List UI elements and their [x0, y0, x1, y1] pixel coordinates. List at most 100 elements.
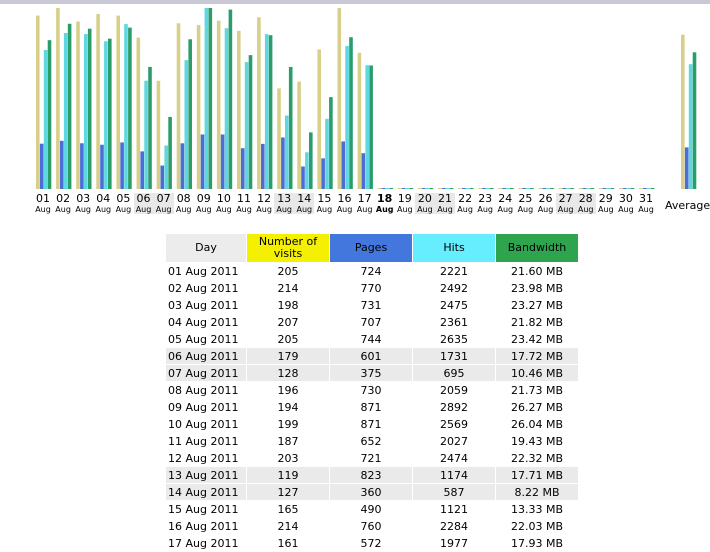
bandwidth-bar: [650, 188, 655, 189]
day-label: 16 Aug: [335, 193, 355, 214]
hits-bar: [586, 188, 591, 189]
cell-pages: 744: [330, 331, 412, 348]
visits-bar: [578, 188, 583, 189]
pages-bar: [582, 188, 587, 189]
cell-visits: 127: [247, 484, 329, 501]
pages-bar: [381, 188, 386, 189]
cell-hits: 1977: [413, 535, 495, 552]
cell-pages: 731: [330, 297, 412, 314]
day-label: 07 Aug: [153, 192, 174, 214]
day-label: 27 Aug: [555, 193, 576, 214]
day-label: 31 Aug: [636, 193, 656, 214]
cell-hits: 2221: [413, 263, 495, 280]
cell-visits: 207: [247, 314, 329, 331]
day-label: 06 Aug: [133, 193, 154, 214]
day-number: 29: [598, 192, 613, 205]
cell-hits: 695: [413, 365, 495, 382]
day-label: 21 Aug: [435, 193, 455, 214]
day-label: 26 Aug: [536, 193, 556, 214]
cell-pages: 871: [330, 416, 412, 433]
day-month: Aug: [75, 205, 91, 214]
day-number: 21: [438, 192, 452, 205]
cell-day: 03 Aug 2011: [166, 297, 246, 314]
bandwidth-bar: [248, 55, 253, 190]
bandwidth-bar: [570, 188, 574, 189]
day-number: 09: [196, 192, 211, 205]
day-month: Aug: [135, 205, 152, 214]
bandwidth-bar: [168, 116, 172, 189]
cell-bandwidth: 13.33 MB: [496, 501, 578, 518]
day-number: 15: [317, 192, 332, 205]
table-row: 01 Aug 2011 205 724 2221 21.60 MB: [166, 263, 578, 280]
day-month: Aug: [276, 205, 292, 214]
cell-pages: 707: [330, 314, 412, 331]
pages-bar: [421, 188, 426, 189]
table-row: 04 Aug 2011 207 707 2361 21.82 MB: [166, 314, 578, 331]
cell-bandwidth: 21.73 MB: [496, 382, 578, 399]
bandwidth-bar: [268, 35, 273, 189]
pages-bar: [502, 188, 506, 189]
pages-bar: [100, 144, 104, 189]
pages-bar: [341, 141, 345, 189]
cell-day: 11 Aug 2011: [166, 433, 246, 450]
pages-bar: [140, 151, 144, 189]
visits-bar: [397, 188, 402, 189]
bandwidth-bar: [288, 66, 293, 189]
hits-bar: [305, 152, 309, 189]
day-label: 30 Aug: [616, 193, 636, 214]
visits-bar: [478, 188, 482, 189]
cell-hits: 2361: [413, 314, 495, 331]
day-month: Aug: [537, 205, 554, 214]
hits-bar: [264, 34, 269, 189]
day-label: 29 Aug: [596, 193, 616, 214]
day-label: 14 Aug: [294, 193, 315, 214]
pages-bar: [522, 188, 526, 189]
cell-day: 14 Aug 2011: [166, 484, 246, 501]
table-header-row: Day Number of visits Pages Hits Bandwidt…: [166, 234, 578, 263]
table-row: 17 Aug 2011 161 572 1977 17.93 MB: [166, 535, 578, 552]
visits-bar: [136, 37, 141, 190]
day-month: Aug: [155, 205, 172, 214]
bandwidth-bar: [369, 65, 373, 189]
day-month: Aug: [517, 205, 534, 214]
table-row: 15 Aug 2011 165 490 1121 13.33 MB: [166, 501, 578, 518]
visits-bar: [216, 20, 221, 189]
cell-day: 10 Aug 2011: [166, 416, 246, 433]
pages-bar: [80, 143, 84, 189]
day-month: Aug: [216, 205, 232, 214]
day-number: 07: [156, 192, 171, 205]
table-row: 06 Aug 2011 179 601 1731 17.72 MB: [166, 348, 578, 365]
cell-visits: 119: [247, 467, 329, 484]
day-label: 15 Aug: [314, 193, 334, 214]
visits-bar: [36, 15, 40, 189]
table-row: 13 Aug 2011 119 823 1174 17.71 MB: [166, 467, 578, 484]
hits-bar: [425, 188, 430, 189]
day-label: 12 Aug: [254, 193, 274, 214]
cell-bandwidth: 22.32 MB: [496, 450, 578, 467]
cell-pages: 601: [330, 348, 412, 365]
cell-visits: 165: [247, 501, 329, 518]
hits-bar: [385, 188, 390, 189]
day-number: 11: [237, 192, 251, 205]
cell-pages: 490: [330, 501, 412, 518]
cell-hits: 2474: [413, 450, 495, 467]
day-number: 02: [56, 192, 71, 205]
day-label: 04 Aug: [93, 193, 113, 214]
header-hits: Hits: [413, 234, 495, 263]
hits-bar: [43, 49, 48, 189]
top-border: [0, 0, 710, 4]
table-row: 14 Aug 2011 127 360 587 8.22 MB: [166, 484, 578, 501]
header-day: Day: [166, 234, 246, 263]
bandwidth-bar: [329, 97, 333, 189]
pages-bar: [200, 134, 205, 189]
day-number: 08: [176, 192, 191, 205]
hits-bar: [465, 188, 470, 189]
day-month: Aug: [417, 205, 433, 214]
day-month: Aug: [316, 205, 333, 214]
hits-bar: [506, 188, 510, 189]
hits-bar: [405, 188, 410, 189]
day-month: Aug: [375, 205, 394, 214]
pages-bar: [160, 165, 165, 189]
day-number: 16: [337, 192, 352, 205]
day-month: Aug: [296, 205, 313, 214]
